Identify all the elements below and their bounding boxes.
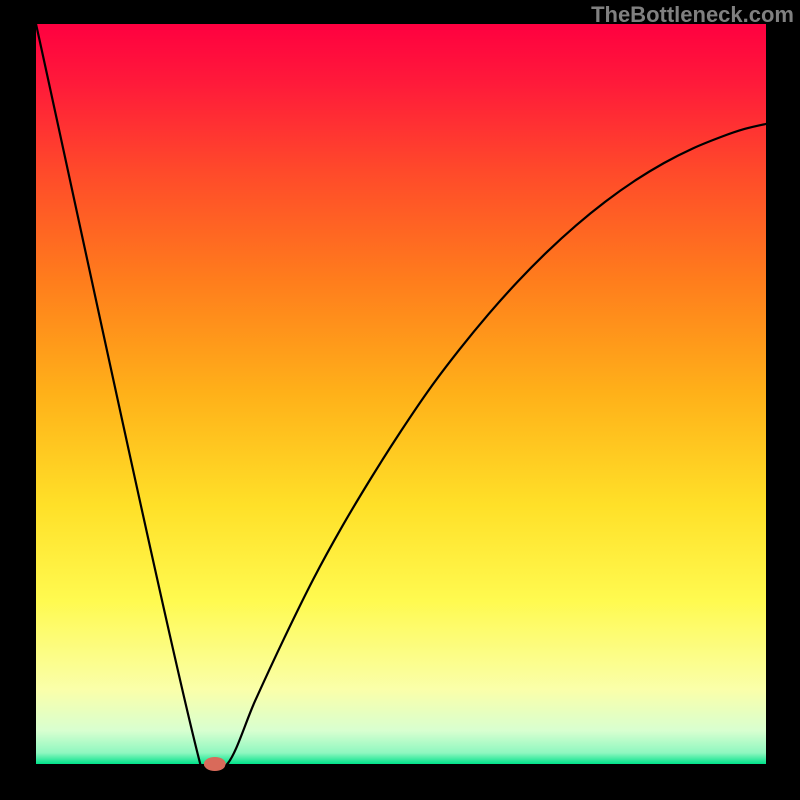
- chart-container: TheBottleneck.com: [0, 0, 800, 800]
- plot-background: [36, 24, 766, 764]
- gradient-chart: [0, 0, 800, 800]
- minimum-marker: [204, 757, 226, 771]
- watermark-label: TheBottleneck.com: [591, 2, 794, 28]
